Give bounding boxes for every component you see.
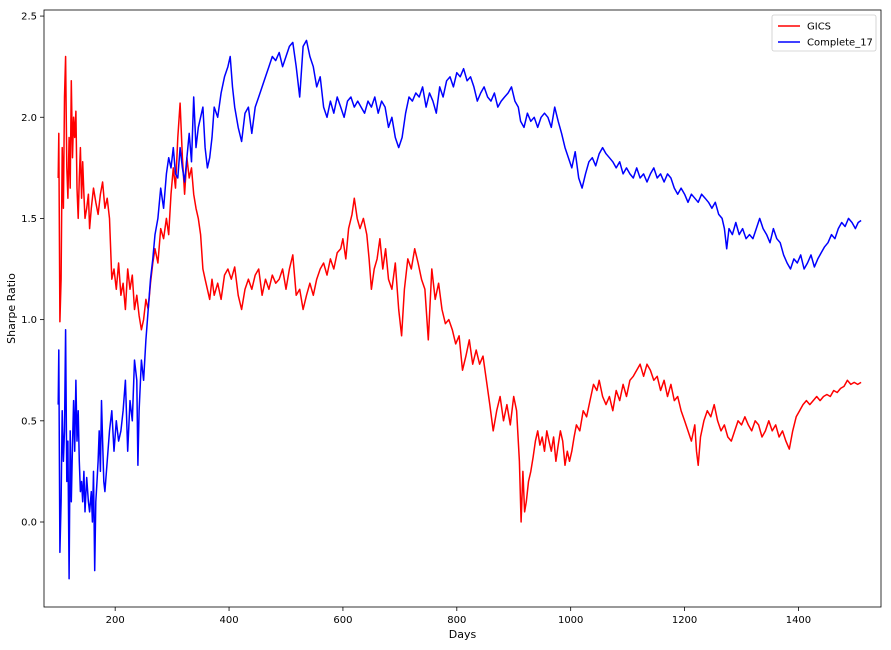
x-tick-label: 400 <box>220 615 239 626</box>
y-axis-label: Sharpe Ratio <box>5 273 18 344</box>
x-tick-label: 600 <box>333 615 352 626</box>
series-line-gics <box>57 55 862 523</box>
x-tick-label: 1200 <box>672 615 697 626</box>
axes-frame <box>43 9 882 608</box>
series-layer <box>57 39 862 580</box>
y-tick-label: 0.5 <box>21 416 37 427</box>
x-axis-label: Days <box>449 628 477 641</box>
axes-layer: 200 400 600 800 1000 1200 1400 0.0 0.5 1.0 1.5 2.0 2… <box>21 9 882 626</box>
series-line-complete-17 <box>57 39 862 580</box>
x-tick-label: 1000 <box>558 615 583 626</box>
x-tick-label: 1400 <box>786 615 811 626</box>
x-tick-label: 800 <box>447 615 466 626</box>
y-tick-label: 1.0 <box>21 315 37 326</box>
y-tick-label: 2.0 <box>21 113 37 124</box>
x-tick-label: 200 <box>106 615 125 626</box>
legend-label: GICS <box>807 22 831 33</box>
legend-label: Complete_17 <box>807 38 873 49</box>
y-tick-label: 0.0 <box>21 518 37 529</box>
y-tick-label: 2.5 <box>21 12 37 23</box>
legend: GICS Complete_17 <box>771 14 877 52</box>
y-tick-label: 1.5 <box>21 214 37 225</box>
